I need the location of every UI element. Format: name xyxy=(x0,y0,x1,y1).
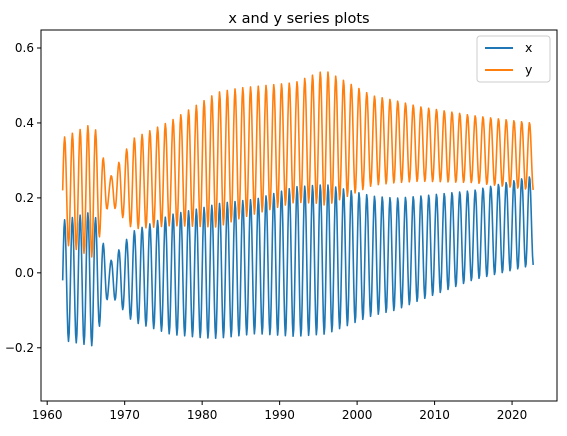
legend-box xyxy=(476,35,551,83)
y-axis: −0.2 0.0 0.2 0.4 0.6 xyxy=(5,41,41,355)
x-tick-label: 1960 xyxy=(32,408,63,422)
y-tick-label: 0.2 xyxy=(15,191,34,205)
y-tick-label: 0.6 xyxy=(15,41,34,55)
x-tick-label: 2010 xyxy=(419,408,450,422)
x-tick-label: 1980 xyxy=(187,408,218,422)
plot-frame xyxy=(40,29,558,402)
series-line-x xyxy=(61,176,534,347)
legend-label-x: x xyxy=(525,40,532,55)
legend: x y xyxy=(476,35,551,83)
x-tick-label: 2020 xyxy=(497,408,528,422)
y-tick-label: 0.0 xyxy=(15,266,34,280)
series-layer xyxy=(61,71,534,347)
x-tick-label: 1970 xyxy=(109,408,140,422)
series-line-y xyxy=(61,71,534,258)
y-tick-label: −0.2 xyxy=(5,341,34,355)
y-tick-label: 0.4 xyxy=(15,116,34,130)
x-tick-label: 1990 xyxy=(264,408,295,422)
plot-area xyxy=(41,30,557,401)
x-tick-label: 2000 xyxy=(342,408,373,422)
x-axis: 1960 1970 1980 1990 2000 2010 2020 xyxy=(32,401,527,422)
chart-title: x and y series plots xyxy=(228,11,369,27)
legend-label-y: y xyxy=(525,62,533,77)
